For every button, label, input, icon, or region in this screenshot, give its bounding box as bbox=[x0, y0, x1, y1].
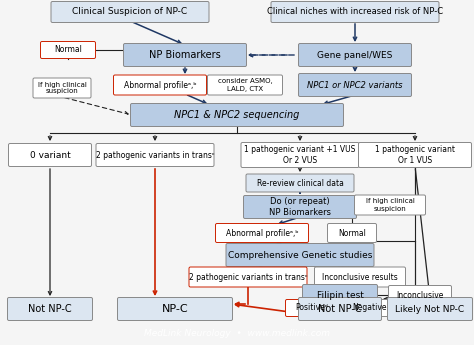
Text: 2 pathogenic variants in transᶜ: 2 pathogenic variants in transᶜ bbox=[189, 273, 307, 282]
FancyBboxPatch shape bbox=[302, 285, 377, 306]
Text: NP Biomarkers: NP Biomarkers bbox=[149, 50, 221, 60]
Text: Likely Not NP-C: Likely Not NP-C bbox=[395, 305, 465, 314]
FancyBboxPatch shape bbox=[113, 75, 207, 95]
FancyBboxPatch shape bbox=[358, 142, 472, 168]
Text: Do (or repeat)
NP Biomarkers: Do (or repeat) NP Biomarkers bbox=[269, 197, 331, 217]
Text: Inconclusive results: Inconclusive results bbox=[322, 273, 398, 282]
Text: 2 pathogenic variants in transᶜ: 2 pathogenic variants in transᶜ bbox=[96, 150, 214, 159]
Text: Gene panel/WES: Gene panel/WES bbox=[317, 50, 392, 59]
FancyBboxPatch shape bbox=[208, 75, 283, 95]
FancyBboxPatch shape bbox=[124, 43, 246, 67]
FancyBboxPatch shape bbox=[226, 244, 374, 266]
Text: NP-C: NP-C bbox=[162, 304, 188, 314]
FancyBboxPatch shape bbox=[216, 224, 309, 243]
FancyBboxPatch shape bbox=[130, 104, 344, 127]
Text: Filipin test: Filipin test bbox=[317, 290, 364, 299]
FancyBboxPatch shape bbox=[299, 43, 411, 67]
Text: Clinical niches with increased risk of NP-C: Clinical niches with increased risk of N… bbox=[267, 8, 443, 17]
FancyBboxPatch shape bbox=[118, 297, 233, 321]
FancyBboxPatch shape bbox=[244, 196, 356, 218]
FancyBboxPatch shape bbox=[299, 297, 382, 321]
Text: NPC1 or NPC2 variants: NPC1 or NPC2 variants bbox=[307, 80, 403, 89]
FancyBboxPatch shape bbox=[33, 78, 91, 98]
FancyBboxPatch shape bbox=[388, 297, 473, 321]
Text: Abnormal profileᵃ,ᵇ: Abnormal profileᵃ,ᵇ bbox=[226, 228, 298, 237]
Text: NPC1 & NPC2 sequencing: NPC1 & NPC2 sequencing bbox=[174, 110, 300, 120]
FancyBboxPatch shape bbox=[8, 297, 92, 321]
FancyBboxPatch shape bbox=[241, 142, 359, 168]
FancyBboxPatch shape bbox=[51, 1, 209, 22]
FancyBboxPatch shape bbox=[246, 174, 354, 192]
FancyBboxPatch shape bbox=[271, 1, 439, 22]
FancyBboxPatch shape bbox=[344, 299, 396, 316]
Text: Re-review clinical data: Re-review clinical data bbox=[256, 178, 344, 187]
FancyBboxPatch shape bbox=[328, 224, 376, 243]
Text: If high clinical
suspicion: If high clinical suspicion bbox=[37, 81, 86, 95]
FancyBboxPatch shape bbox=[40, 41, 95, 59]
Text: Negative: Negative bbox=[353, 304, 387, 313]
Text: Not NP-C: Not NP-C bbox=[318, 304, 362, 314]
Text: Clinical Suspicion of NP-C: Clinical Suspicion of NP-C bbox=[73, 8, 188, 17]
Text: 0 variant: 0 variant bbox=[29, 150, 70, 159]
Text: Not NP-C: Not NP-C bbox=[28, 304, 72, 314]
Text: Abnormal profileᵃ,ᵇ: Abnormal profileᵃ,ᵇ bbox=[124, 80, 196, 89]
Text: Normal: Normal bbox=[338, 228, 366, 237]
FancyBboxPatch shape bbox=[96, 144, 214, 167]
FancyBboxPatch shape bbox=[299, 73, 411, 97]
Text: Normal: Normal bbox=[54, 46, 82, 55]
FancyBboxPatch shape bbox=[285, 299, 338, 316]
Text: Comprehensive Genetic studies: Comprehensive Genetic studies bbox=[228, 250, 372, 259]
Text: 1 pathogenic variant
Or 1 VUS: 1 pathogenic variant Or 1 VUS bbox=[375, 145, 455, 165]
Text: If high clinical
suspicion: If high clinical suspicion bbox=[365, 198, 414, 211]
Text: Inconclusive: Inconclusive bbox=[396, 290, 444, 299]
Text: MedLink Neurology  •  www.medlink.com: MedLink Neurology • www.medlink.com bbox=[144, 329, 330, 338]
FancyBboxPatch shape bbox=[189, 267, 307, 287]
FancyBboxPatch shape bbox=[9, 144, 91, 167]
Text: consider ASMO,
LALD, CTX: consider ASMO, LALD, CTX bbox=[218, 79, 273, 91]
FancyBboxPatch shape bbox=[355, 195, 426, 215]
Text: Positiveᵈ: Positiveᵈ bbox=[296, 304, 328, 313]
FancyBboxPatch shape bbox=[315, 267, 405, 287]
Text: 1 pathogenic variant +1 VUS
Or 2 VUS: 1 pathogenic variant +1 VUS Or 2 VUS bbox=[244, 145, 356, 165]
FancyBboxPatch shape bbox=[389, 286, 452, 305]
